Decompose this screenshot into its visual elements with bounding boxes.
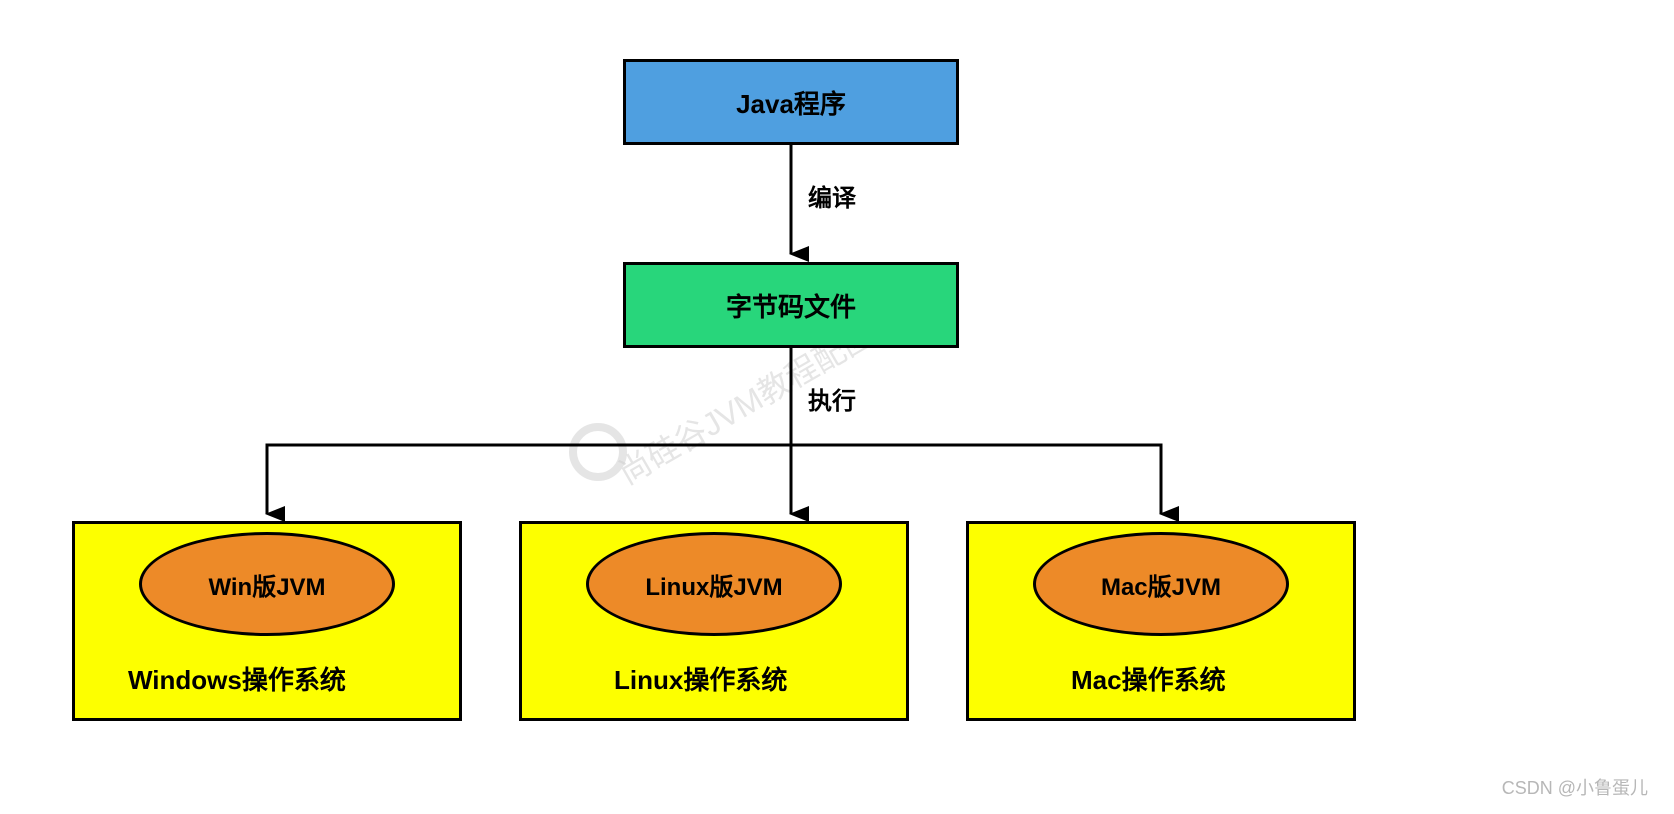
node-os-windows-label: Windows操作系统 (128, 660, 346, 697)
node-os-linux-label: Linux操作系统 (614, 660, 787, 697)
node-jvm-mac: Mac版JVM (1033, 532, 1289, 636)
node-jvm-linux-label: Linux版JVM (645, 567, 782, 602)
node-jvm-win: Win版JVM (139, 532, 395, 636)
node-bytecode-label: 字节码文件 (726, 287, 856, 324)
edge-execute-win (267, 445, 791, 514)
node-jvm-linux: Linux版JVM (586, 532, 842, 636)
node-java-program-label: Java程序 (736, 84, 846, 121)
node-jvm-mac-label: Mac版JVM (1101, 567, 1221, 602)
node-java-program: Java程序 (623, 59, 959, 145)
watermark-footer: CSDN @小鲁蛋儿 (1502, 774, 1648, 800)
edge-execute-mac (791, 445, 1161, 514)
watermark-logo-icon (569, 423, 627, 481)
node-os-mac-label: Mac操作系统 (1071, 660, 1226, 697)
node-bytecode: 字节码文件 (623, 262, 959, 348)
edge-label-execute: 执行 (808, 381, 856, 416)
node-jvm-win-label: Win版JVM (208, 567, 325, 602)
edge-label-compile: 编译 (808, 178, 856, 213)
